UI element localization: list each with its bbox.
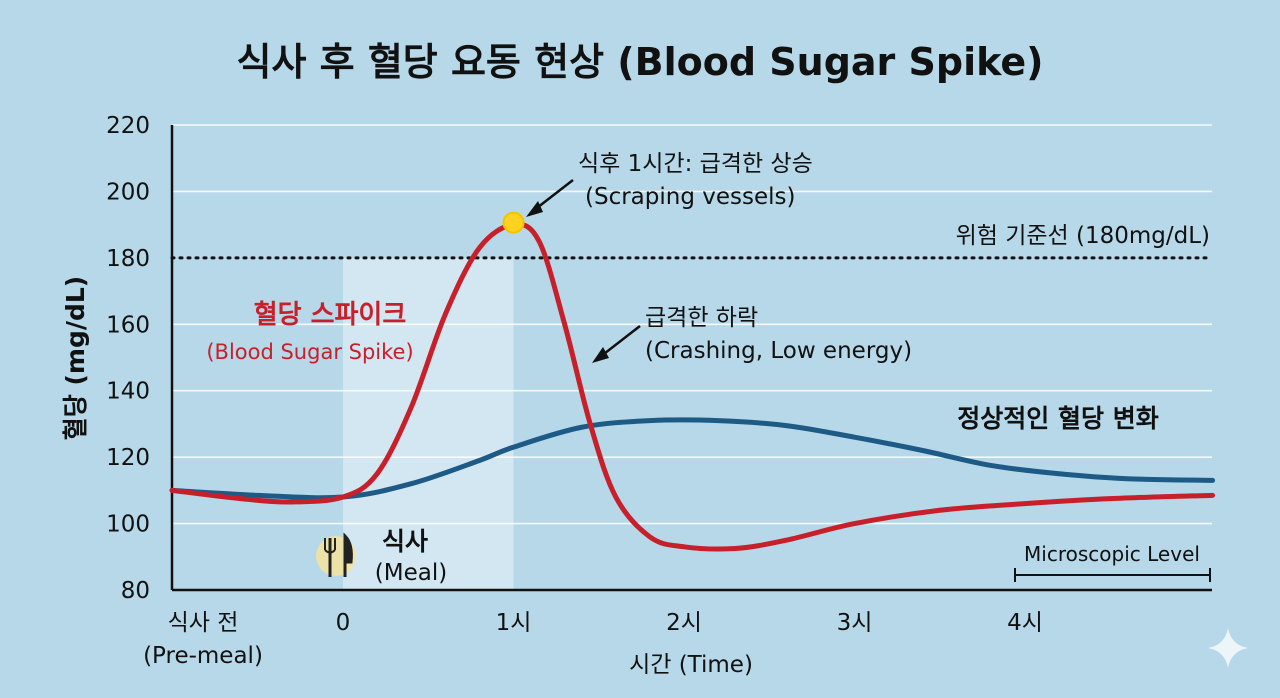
normal-series-line	[169, 417, 1216, 501]
meal-label: 식사	[382, 527, 428, 556]
sparkle-icon	[1208, 628, 1248, 668]
x-tick-label: 3시	[837, 610, 873, 636]
y-tick-label: 180	[106, 246, 150, 272]
utensils-icon	[316, 532, 356, 577]
peak-annotation-line2: (Scraping vessels)	[585, 184, 795, 210]
x-tick-label: 식사 전	[168, 610, 239, 636]
drop-arrow	[592, 325, 641, 363]
normal-series-label: 정상적인 혈당 변화	[957, 404, 1158, 433]
gridlines	[172, 124, 1212, 525]
x-tick-label: 1시	[496, 610, 532, 636]
x-tick-label: 0	[336, 610, 351, 636]
y-tick-label: 160	[106, 312, 150, 338]
meal-window-shade	[343, 257, 514, 590]
drop-annotation-line2: (Crashing, Low energy)	[645, 338, 912, 364]
x-tick-label: 4시	[1007, 610, 1043, 636]
spike-sublabel: (Blood Sugar Spike)	[206, 340, 413, 364]
x-tick-label: 2시	[666, 610, 702, 636]
y-axis-label: 혈당 (mg/dL)	[61, 276, 90, 440]
y-tick-label: 140	[106, 379, 150, 405]
peak-arrow	[526, 179, 574, 217]
y-tick-label: 200	[106, 179, 150, 205]
x-axis-label: 시간 (Time)	[629, 652, 753, 678]
microscopic-bracket	[1014, 568, 1211, 582]
meal-sublabel: (Meal)	[375, 560, 447, 586]
x-tick-labels: 식사 전 (Pre-meal) 0 1시 2시 3시 4시	[143, 610, 1043, 669]
x-tick-sublabel: (Pre-meal)	[143, 643, 263, 669]
chart-title: 식사 후 혈당 요동 현상 (Blood Sugar Spike)	[236, 40, 1043, 84]
peak-marker	[502, 211, 525, 234]
threshold-label: 위험 기준선 (180mg/dL)	[956, 223, 1210, 249]
y-tick-label: 80	[121, 578, 150, 604]
y-tick-labels: 80 100 120 140 160 180 200 220	[106, 113, 150, 604]
y-tick-label: 120	[106, 445, 150, 471]
microscopic-label: Microscopic Level	[1024, 542, 1200, 566]
y-tick-label: 100	[106, 512, 150, 538]
peak-annotation-line1: 식후 1시간: 급격한 상승	[578, 151, 813, 177]
series	[169, 221, 1216, 552]
y-tick-label: 220	[106, 113, 150, 139]
spike-series-line	[169, 221, 1216, 552]
drop-annotation-line1: 급격한 하락	[645, 305, 758, 331]
spike-label: 혈당 스파이크	[254, 300, 407, 330]
